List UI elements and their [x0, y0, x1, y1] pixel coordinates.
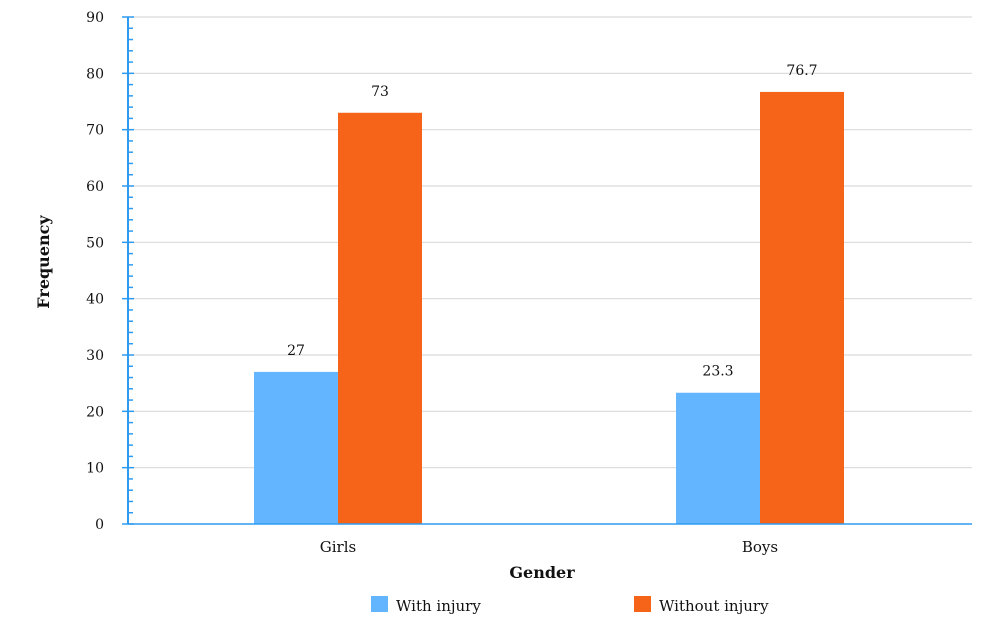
- y-axis-title: Frequency: [34, 215, 53, 309]
- bar-girls-series-0: [254, 371, 338, 524]
- labels: 0 10 20 30 40 50 60 70 80 90 27 73 Girls 23.3 76.7 Boys: [86, 10, 817, 556]
- y-tick-label: 80: [86, 66, 104, 82]
- data-label: 73: [371, 84, 389, 100]
- legend-label-with-injury: With injury: [396, 597, 481, 615]
- legend-label-without-injury: Without injury: [659, 597, 769, 615]
- x-tick-label: Girls: [320, 538, 356, 556]
- y-tick-label: 0: [95, 517, 104, 533]
- y-tick-label: 40: [86, 292, 104, 308]
- bars: [254, 91, 844, 525]
- x-tick-label: Boys: [742, 538, 778, 556]
- y-tick-label: 10: [86, 461, 104, 477]
- legend-swatch-with-injury: [371, 596, 388, 612]
- y-tick-label: 50: [86, 235, 104, 251]
- y-tick-label: 30: [86, 348, 104, 364]
- legend-swatch-without-injury: [634, 596, 651, 612]
- bar-boys-series-0: [676, 392, 760, 524]
- y-tick-label: 20: [86, 404, 104, 420]
- data-label: 23.3: [702, 364, 733, 380]
- y-tick-label: 60: [86, 179, 104, 195]
- axes: [122, 16, 972, 525]
- y-tick-label: 90: [86, 10, 104, 26]
- x-axis-title: Gender: [509, 563, 575, 582]
- data-label: 76.7: [786, 63, 817, 79]
- bar-boys-series-1: [760, 91, 844, 524]
- y-tick-label: 70: [86, 123, 104, 139]
- legend: With injury Without injury: [371, 596, 769, 615]
- bar-girls-series-1: [338, 112, 422, 525]
- data-label: 27: [287, 343, 305, 359]
